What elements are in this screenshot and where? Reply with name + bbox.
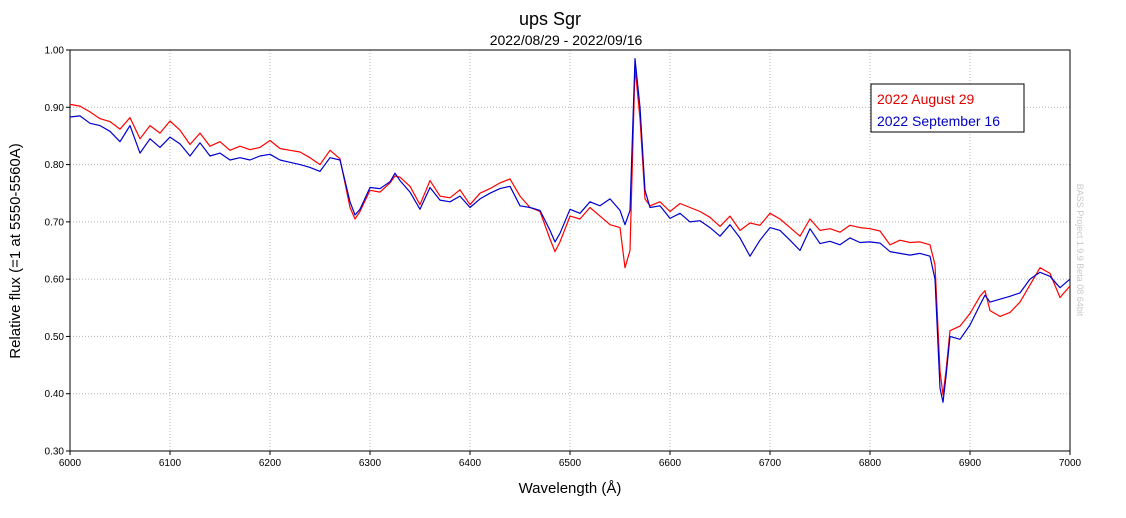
y-tick-label: 0.70 <box>45 217 65 228</box>
x-tick-label: 6700 <box>759 458 782 469</box>
y-tick-label: 1.00 <box>45 46 65 57</box>
chart-title: ups Sgr <box>519 9 581 29</box>
series-line-2 <box>69 57 1071 403</box>
legend-entry-series-2: 2022 September 16 <box>877 113 1000 129</box>
y-axis-label: Relative flux (=1 at 5550-5560A) <box>7 143 24 359</box>
x-tick-label: 6500 <box>559 458 582 469</box>
series-line-1 <box>69 66 1071 396</box>
y-tick-label: 0.30 <box>45 447 65 458</box>
y-tick-label: 0.80 <box>45 160 65 171</box>
x-tick-label: 6800 <box>859 458 882 469</box>
x-tick-label: 6900 <box>959 458 982 469</box>
legend-entry-series-1: 2022 August 29 <box>877 91 975 107</box>
x-tick-label: 6000 <box>59 458 82 469</box>
x-tick-label: 6200 <box>259 458 282 469</box>
x-tick-label: 6400 <box>459 458 482 469</box>
y-axis-ticks: 0.30 0.40 0.50 0.60 0.70 0.80 0.90 1.00 <box>45 46 70 458</box>
x-axis-ticks: 6000 6100 6200 6300 6400 6500 6600 6700 6800 6900… <box>59 451 1082 469</box>
watermark-text: BASS Project 1.9.9 Beta 08 64bit <box>1075 184 1085 317</box>
x-tick-label: 6100 <box>159 458 182 469</box>
y-tick-label: 0.40 <box>45 389 65 400</box>
legend-box <box>870 83 1025 133</box>
x-tick-label: 6600 <box>659 458 682 469</box>
x-axis-label: Wavelength (Å) <box>519 480 622 497</box>
chart-subtitle: 2022/08/29 - 2022/09/16 <box>490 32 643 48</box>
x-tick-label: 6300 <box>359 458 382 469</box>
y-tick-label: 0.50 <box>45 332 65 343</box>
y-tick-label: 0.60 <box>45 275 65 286</box>
y-tick-label: 0.90 <box>45 103 65 114</box>
x-tick-label: 7000 <box>1059 458 1082 469</box>
legend: 2022 August 29 2022 September 16 <box>870 83 1025 133</box>
series-layer <box>69 57 1071 403</box>
